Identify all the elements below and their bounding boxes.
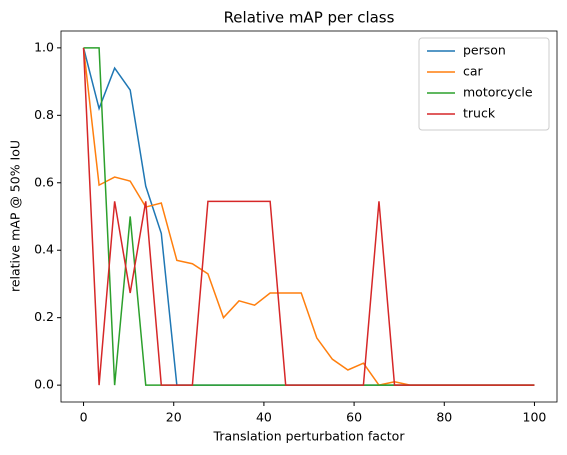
x-tick-label: 0	[80, 410, 88, 425]
y-axis-label: relative mAP @ 50% IoU	[8, 140, 23, 292]
y-tick-label: 0.4	[34, 242, 54, 257]
legend-label: person	[463, 43, 506, 58]
x-axis-label: Translation perturbation factor	[213, 429, 406, 444]
legend: person car motorcycle truck	[419, 38, 549, 130]
x-tick-label: 20	[166, 410, 182, 425]
y-tick-label: 1.0	[34, 39, 54, 54]
y-tick-label: 0.6	[34, 174, 54, 189]
y-tick-label: 0.2	[34, 309, 54, 324]
x-tick-label: 100	[523, 410, 547, 425]
chart-title: Relative mAP per class	[224, 9, 395, 27]
legend-label: truck	[463, 106, 496, 121]
x-tick-label: 80	[436, 410, 452, 425]
legend-label: car	[463, 64, 484, 79]
legend-label: motorcycle	[463, 85, 533, 100]
x-tick-label: 40	[256, 410, 272, 425]
x-tick-label: 60	[346, 410, 362, 425]
y-tick-label: 0.0	[34, 377, 54, 392]
y-tick-label: 0.8	[34, 107, 54, 122]
